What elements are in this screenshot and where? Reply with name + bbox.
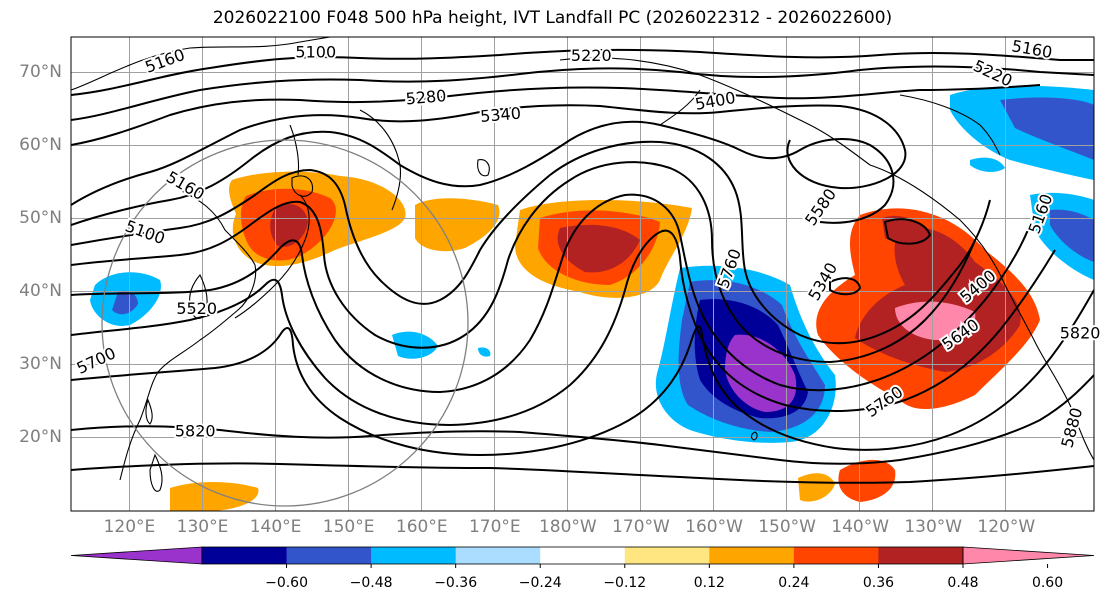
height-contours [71,48,1094,484]
colorbar-segment [371,547,457,564]
lon-label-220: 140°W [831,517,890,537]
colorbar-extend-max [962,546,1095,565]
colorbar-tick-label: 0.48 [947,575,979,591]
graticule [71,37,1094,511]
lon-label-190: 170°W [612,517,670,537]
contour-label: 5100 [295,43,336,62]
lat-label-60: 60°N [19,135,62,156]
colorbar-tick-label: −0.12 [603,575,647,591]
lon-label-240: 120°W [977,517,1036,537]
lat-label-50: 50°N [19,208,62,229]
ivt-positive-shading [170,171,1040,511]
lat-label-40: 40°N [19,281,62,302]
lat-label-30: 30°N [19,354,62,375]
colorbar-segment [793,547,879,564]
map-border [70,36,1095,512]
lon-label-180: 180°W [538,517,597,537]
lon-label-210: 150°W [758,517,816,537]
lon-label-120: 120°E [103,517,156,537]
colorbar-tick-label: 0.12 [693,575,725,591]
colorbar-outline [201,546,964,565]
colorbar-segment [624,547,710,564]
contour-label: 5220 [571,46,612,65]
contour-label: 5820 [1060,323,1101,342]
lon-label-140: 140°E [249,517,302,537]
contour-label: 5280 [405,86,447,108]
map-title: 2026022100 F048 500 hPa height, IVT Land… [212,8,893,28]
colorbar [70,546,1095,568]
colorbar-tick-label: −0.24 [518,575,562,591]
colorbar-extend-min [70,546,203,565]
ivt-negative-shading [90,85,1094,443]
colorbar-segment [455,547,541,564]
lon-label-160: 160°E [395,517,448,537]
contour-label: 5520 [176,299,217,318]
lat-label-20: 20°N [19,427,62,448]
lon-label-130: 130°E [176,517,229,537]
colorbar-segment [286,547,372,564]
colorbar-segment [878,547,964,564]
colorbar-tick-label: 0.24 [778,575,810,591]
colorbar-segment [709,547,795,564]
colorbar-tick-label: −0.36 [434,575,478,591]
range-circle [101,139,469,507]
lat-label-70: 70°N [19,62,62,83]
contour-label: 5820 [175,422,216,441]
lon-label-150: 150°E [322,517,375,537]
lon-label-170: 170°E [468,517,521,537]
colorbar-segment [202,547,288,564]
colorbar-tick-label: −0.48 [349,575,393,591]
contour-label: 5340 [479,104,521,126]
colorbar-tick-label: 0.60 [1031,575,1064,591]
colorbar-tick-label: 0.36 [862,575,895,591]
colorbar-segment [540,547,626,564]
lon-label-200: 160°W [685,517,743,537]
colorbar-tick-label: −0.60 [265,575,308,591]
lon-label-230: 130°W [904,517,963,537]
